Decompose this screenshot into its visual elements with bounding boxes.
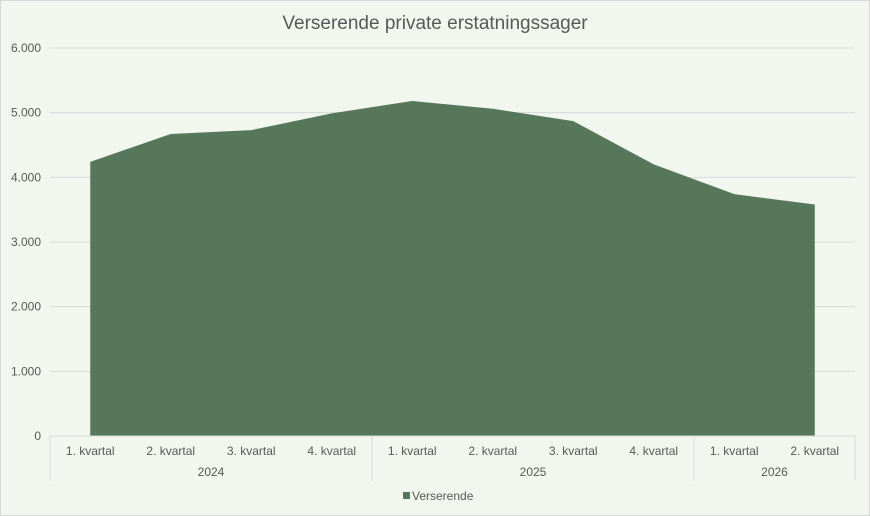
y-tick-label: 0 [34,429,41,443]
x-tick-label: 4. kvartal [307,444,356,458]
x-group-label: 2024 [198,465,225,479]
x-tick-label: 3. kvartal [549,444,598,458]
x-tick-label: 1. kvartal [66,444,115,458]
axes: 0 1.000 2.000 3.000 4.000 5.000 6.000 1. kvarta… [11,41,856,481]
x-group-label: 2026 [761,465,788,479]
chart-title: Verserende private erstatningssager [282,13,588,34]
x-tick-label: 1. kvartal [388,444,437,458]
y-tick-label: 4.000 [11,170,41,184]
legend-label-verserende: Verserende [412,489,474,503]
y-tick-label: 6.000 [11,41,41,55]
y-tick-label: 5.000 [11,106,41,120]
x-tick-label: 2. kvartal [468,444,517,458]
y-tick-label: 2.000 [11,300,41,314]
y-tick-label: 3.000 [11,235,41,249]
x-tick-label: 2. kvartal [146,444,195,458]
x-tick-label: 1. kvartal [710,444,759,458]
series-area-verserende [90,101,815,436]
legend: Verserende [403,489,474,503]
legend-swatch-verserende [403,492,410,499]
series-area-layer [90,101,815,436]
x-tick-label: 2. kvartal [790,444,839,458]
x-tick-label: 3. kvartal [227,444,276,458]
y-tick-label: 1.000 [11,364,41,378]
x-group-label: 2025 [520,465,547,479]
x-tick-label: 4. kvartal [629,444,678,458]
